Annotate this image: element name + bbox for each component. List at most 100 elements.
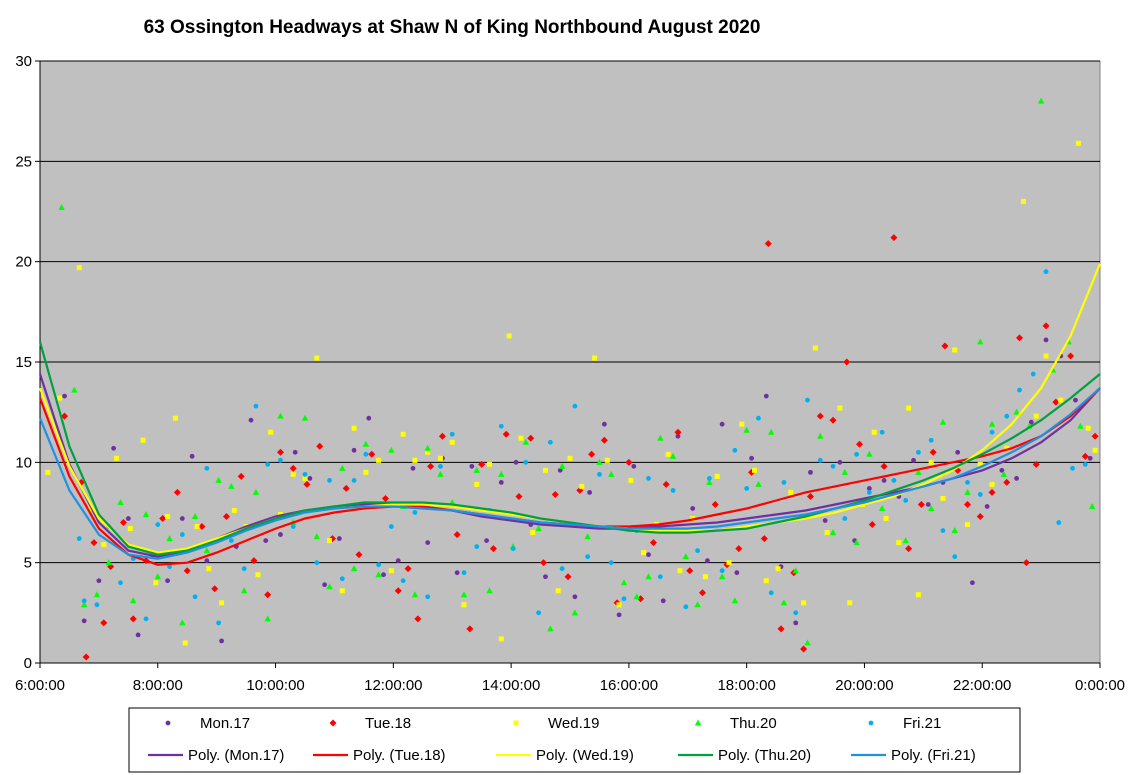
data-point	[547, 625, 554, 632]
data-point	[903, 498, 909, 503]
data-point	[216, 620, 222, 626]
data-point	[179, 532, 185, 537]
data-point	[80, 601, 88, 608]
data-point	[461, 570, 467, 576]
data-point	[866, 490, 872, 495]
y-tick-label: 20	[15, 254, 32, 271]
data-point	[682, 553, 690, 560]
data-point	[752, 467, 758, 473]
data-point	[339, 588, 345, 594]
data-point	[597, 471, 602, 477]
data-point	[929, 448, 937, 456]
data-point	[829, 529, 837, 536]
data-point	[438, 432, 446, 440]
data-point	[350, 565, 358, 572]
data-point	[989, 481, 995, 487]
data-point	[812, 345, 818, 351]
data-point	[878, 504, 886, 511]
data-point	[183, 567, 191, 575]
data-point	[45, 469, 51, 475]
data-point	[427, 462, 435, 470]
legend-marker	[868, 720, 874, 726]
data-point	[61, 412, 69, 420]
trend-lines	[38, 263, 1102, 566]
data-point	[253, 403, 259, 409]
data-point	[988, 420, 996, 427]
data-point	[498, 636, 504, 642]
data-point	[250, 557, 258, 565]
data-point	[219, 600, 225, 606]
data-point	[502, 430, 510, 438]
data-point	[414, 615, 422, 623]
x-tick-label: 12:00:00	[364, 677, 422, 694]
data-point	[1070, 465, 1075, 471]
data-point	[940, 495, 946, 501]
data-point	[964, 500, 971, 508]
x-tick-label: 10:00:00	[246, 677, 304, 694]
data-point	[215, 476, 222, 483]
data-point	[555, 588, 561, 594]
data-point	[486, 587, 493, 594]
data-point	[880, 462, 888, 470]
data-point	[351, 477, 357, 483]
data-point	[824, 530, 830, 536]
data-point	[702, 574, 708, 580]
data-point	[822, 518, 828, 523]
data-point	[768, 428, 775, 435]
y-tick-label: 25	[15, 153, 32, 170]
y-tick-label: 30	[15, 53, 32, 70]
data-point	[1030, 371, 1036, 377]
data-point	[547, 439, 553, 445]
data-point	[690, 506, 696, 511]
data-point	[853, 539, 860, 546]
data-point	[571, 609, 579, 616]
data-point	[191, 513, 199, 520]
data-point	[989, 429, 995, 435]
data-point	[625, 458, 633, 466]
data-point	[631, 463, 637, 469]
data-point	[670, 488, 676, 493]
data-point	[608, 560, 614, 566]
data-point	[1075, 140, 1081, 146]
data-point	[837, 405, 843, 411]
data-point	[965, 522, 970, 528]
data-point	[400, 431, 406, 437]
data-point	[412, 457, 418, 463]
data-point	[674, 428, 682, 436]
data-point	[179, 619, 186, 626]
data-point	[376, 562, 382, 568]
data-point	[474, 481, 480, 487]
data-point	[592, 355, 598, 361]
data-point	[1022, 559, 1030, 567]
data-point	[763, 393, 769, 399]
data-point	[76, 536, 82, 541]
legend-marker	[694, 719, 702, 726]
data-point	[167, 564, 172, 570]
data-point	[645, 573, 652, 580]
data-point	[71, 386, 78, 393]
data-point	[662, 480, 670, 488]
data-point	[278, 532, 283, 537]
data-point	[965, 480, 970, 485]
data-points	[45, 97, 1099, 661]
data-point	[683, 604, 689, 610]
data-point	[498, 480, 504, 485]
data-point	[616, 602, 622, 608]
data-point	[925, 502, 931, 507]
data-point	[1077, 422, 1084, 429]
data-point	[290, 471, 296, 477]
data-point	[940, 528, 946, 533]
data-point	[1020, 198, 1026, 204]
data-point	[192, 594, 198, 600]
data-point	[657, 574, 663, 580]
data-point	[660, 598, 666, 604]
data-point	[731, 597, 739, 604]
data-point	[596, 458, 603, 465]
data-point	[90, 539, 98, 547]
data-point	[572, 403, 578, 409]
data-point	[351, 425, 357, 431]
data-point	[1000, 470, 1008, 477]
data-point	[928, 437, 934, 443]
data-point	[917, 500, 925, 508]
data-point	[735, 545, 743, 553]
